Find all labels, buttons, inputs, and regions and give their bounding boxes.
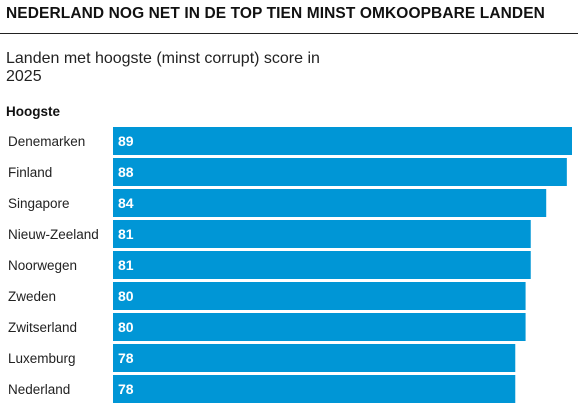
bar-noorwegen bbox=[113, 251, 531, 279]
category-label-finland: Finland bbox=[8, 165, 52, 180]
category-label-nieuw-zeeland: Nieuw-Zeeland bbox=[8, 227, 99, 242]
category-label-denemarken: Denemarken bbox=[8, 134, 85, 149]
value-label-luxemburg: 78 bbox=[118, 350, 134, 366]
group-label: Hoogste bbox=[6, 104, 60, 119]
bar-nieuw-zeeland bbox=[113, 220, 531, 248]
category-label-luxemburg: Luxemburg bbox=[8, 351, 76, 366]
category-label-singapore: Singapore bbox=[8, 196, 70, 211]
headline-divider bbox=[0, 33, 578, 34]
value-label-finland: 88 bbox=[118, 164, 134, 180]
bar-denemarken bbox=[113, 127, 572, 155]
category-label-zweden: Zweden bbox=[8, 289, 56, 304]
value-label-singapore: 84 bbox=[118, 195, 134, 211]
chart-headline: NEDERLAND NOG NET IN DE TOP TIEN MINST O… bbox=[6, 5, 545, 22]
bar-finland bbox=[113, 158, 567, 186]
bar-nederland bbox=[113, 375, 516, 403]
chart-title: Landen met hoogste (minst corrupt) score… bbox=[6, 50, 320, 85]
bar-singapore bbox=[113, 189, 547, 217]
category-label-nederland: Nederland bbox=[8, 382, 70, 397]
category-label-zwitserland: Zwitserland bbox=[8, 320, 77, 335]
value-label-denemarken: 89 bbox=[118, 133, 134, 149]
value-label-nieuw-zeeland: 81 bbox=[118, 226, 134, 242]
value-label-zwitserland: 80 bbox=[118, 319, 134, 335]
category-label-noorwegen: Noorwegen bbox=[8, 258, 77, 273]
value-label-noorwegen: 81 bbox=[118, 257, 134, 273]
value-label-zweden: 80 bbox=[118, 288, 134, 304]
bar-luxemburg bbox=[113, 344, 516, 372]
value-label-nederland: 78 bbox=[118, 381, 134, 397]
bar-zweden bbox=[113, 282, 526, 310]
bar-zwitserland bbox=[113, 313, 526, 341]
